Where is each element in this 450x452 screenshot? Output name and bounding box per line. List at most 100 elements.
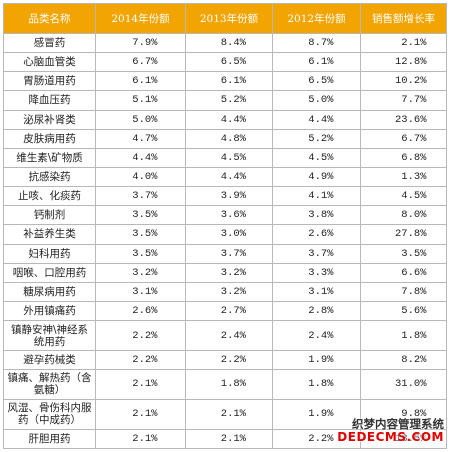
share-2013-cell: 2.2% — [185, 349, 273, 371]
share-2012-value: 4.9% — [308, 171, 334, 184]
share-2013-value: 3.9% — [220, 190, 246, 203]
share-2014-value: 5.0% — [132, 113, 158, 126]
share-2012-cell: 2.4% — [272, 320, 361, 351]
share-2014-cell: 2.2% — [95, 320, 186, 351]
share-2014-value: 6.1% — [132, 75, 158, 88]
share-2014-cell: 3.5% — [95, 224, 186, 245]
share-2014-cell: 4.7% — [95, 128, 186, 149]
share-2012-cell: 2.2% — [272, 428, 361, 450]
share-2014-cell: 5.0% — [95, 109, 186, 130]
share-2013-cell: 6.1% — [185, 71, 273, 92]
share-2012-cell: 2.8% — [272, 300, 361, 322]
table-row: 肝胆用药 2.1% 2.1% 2.2% 13.5% — [3, 428, 447, 450]
category-name: 胃肠道用药 — [3, 71, 96, 92]
share-2014-cell: 2.1% — [95, 369, 186, 400]
growth-rate-value: 1.8% — [401, 329, 427, 342]
share-2013-value: 2.1% — [220, 432, 246, 445]
share-2012-value: 1.9% — [308, 353, 334, 366]
share-2012-cell: 4.9% — [272, 166, 361, 188]
growth-rate-value: 10.2% — [394, 75, 427, 88]
category-name: 心脑血管类 — [3, 52, 96, 73]
share-2013-value: 3.7% — [220, 247, 246, 260]
header-category: 品类名称 — [3, 3, 96, 34]
share-2013-value: 3.2% — [220, 266, 246, 279]
share-2012-value: 2.4% — [308, 329, 334, 342]
share-2012-cell: 5.0% — [272, 90, 361, 111]
share-2013-cell: 4.4% — [185, 166, 273, 188]
share-2013-cell: 1.8% — [185, 369, 273, 400]
watermark-domain: DEDECMS.COM — [337, 430, 444, 444]
growth-rate-cell: 8.2% — [360, 349, 447, 371]
share-2012-value: 2.2% — [308, 432, 334, 445]
share-2014-value: 3.5% — [132, 209, 158, 222]
growth-rate-value: 6.6% — [401, 266, 427, 279]
share-2014-value: 3.1% — [132, 285, 158, 298]
share-2013-value: 3.6% — [220, 209, 246, 222]
growth-rate-value: 2.1% — [401, 37, 427, 50]
table-row: 咽喉、口腔用药 3.2% 3.2% 3.3% 6.6% — [3, 262, 447, 283]
share-2013-cell: 3.6% — [185, 205, 273, 226]
share-2012-cell: 3.8% — [272, 205, 361, 226]
share-2013-cell: 5.2% — [185, 90, 273, 111]
growth-rate-cell: 23.6% — [360, 109, 447, 130]
share-2012-cell: 4.4% — [272, 109, 361, 130]
growth-rate-value: 7.8% — [401, 285, 427, 298]
share-2014-value: 6.7% — [132, 56, 158, 69]
share-2014-cell: 3.5% — [95, 243, 186, 264]
share-2012-value: 4.4% — [308, 113, 334, 126]
watermark-text: 织梦内容管理系统 — [352, 417, 444, 431]
growth-rate-cell: 7.7% — [360, 90, 447, 111]
share-2014-value: 3.7% — [132, 190, 158, 203]
share-2014-cell: 3.1% — [95, 281, 186, 302]
growth-rate-cell: 13.5% — [360, 428, 447, 450]
table-row: 感冒药 7.9% 8.4% 8.7% 2.1% — [3, 32, 447, 54]
category-name: 镇痛、解热药（含氨糖） — [3, 369, 96, 400]
market-share-table: 品类名称 2014年份额 2013年份额 2012年份额 销售额增长率 感冒药 7… — [3, 3, 447, 450]
share-2012-value: 4.5% — [308, 151, 334, 164]
growth-rate-cell: 7.8% — [360, 281, 447, 302]
share-2014-value: 3.2% — [132, 266, 158, 279]
share-2014-value: 4.0% — [132, 171, 158, 184]
table-row: 镇静安神\神经系统用药 2.2% 2.4% 2.4% 1.8% — [3, 320, 447, 351]
share-2014-cell: 5.1% — [95, 90, 186, 111]
growth-rate-value: 3.5% — [401, 247, 427, 260]
share-2012-value: 5.0% — [308, 94, 334, 107]
growth-rate-value: 31.0% — [394, 378, 427, 391]
share-2014-value: 2.1% — [132, 378, 158, 391]
share-2013-value: 3.2% — [220, 285, 246, 298]
share-2012-value: 6.1% — [308, 56, 334, 69]
share-2013-cell: 2.4% — [185, 320, 273, 351]
share-2013-value: 6.5% — [220, 56, 246, 69]
category-name: 妇科用药 — [3, 243, 96, 264]
share-2014-cell: 2.2% — [95, 349, 186, 371]
table-row: 心脑血管类 6.7% 6.5% 6.1% 12.8% — [3, 52, 447, 73]
growth-rate-cell: 31.0% — [360, 369, 447, 400]
share-2012-cell: 8.7% — [272, 32, 361, 54]
share-2014-value: 4.7% — [132, 132, 158, 145]
share-2013-value: 2.4% — [220, 329, 246, 342]
share-2013-cell: 3.2% — [185, 262, 273, 283]
category-name: 钙制剂 — [3, 205, 96, 226]
share-2014-cell: 6.7% — [95, 52, 186, 73]
table-row: 外用镇痛药 2.6% 2.7% 2.8% 5.6% — [3, 300, 447, 322]
growth-rate-value: 8.0% — [401, 209, 427, 222]
share-2014-cell: 7.9% — [95, 32, 186, 54]
growth-rate-value: 6.7% — [401, 132, 427, 145]
table-row: 妇科用药 3.5% 3.7% 3.7% 3.5% — [3, 243, 447, 264]
share-2013-value: 1.8% — [220, 378, 246, 391]
growth-rate-value: 23.6% — [394, 113, 427, 126]
share-2014-cell: 3.5% — [95, 205, 186, 226]
share-2014-cell: 6.1% — [95, 71, 186, 92]
table-row: 抗感染药 4.0% 4.4% 4.9% 1.3% — [3, 166, 447, 188]
share-2012-cell: 6.5% — [272, 71, 361, 92]
share-2013-value: 8.4% — [220, 37, 246, 50]
share-2012-cell: 4.1% — [272, 186, 361, 207]
share-2013-value: 2.2% — [220, 353, 246, 366]
share-2014-value: 3.5% — [132, 247, 158, 260]
share-2013-cell: 4.8% — [185, 128, 273, 149]
category-name: 维生素\矿物质 — [3, 147, 96, 168]
growth-rate-cell: 1.3% — [360, 166, 447, 188]
share-2014-cell: 2.1% — [95, 398, 186, 430]
share-2012-cell: 5.2% — [272, 128, 361, 149]
share-2012-value: 1.8% — [308, 378, 334, 391]
